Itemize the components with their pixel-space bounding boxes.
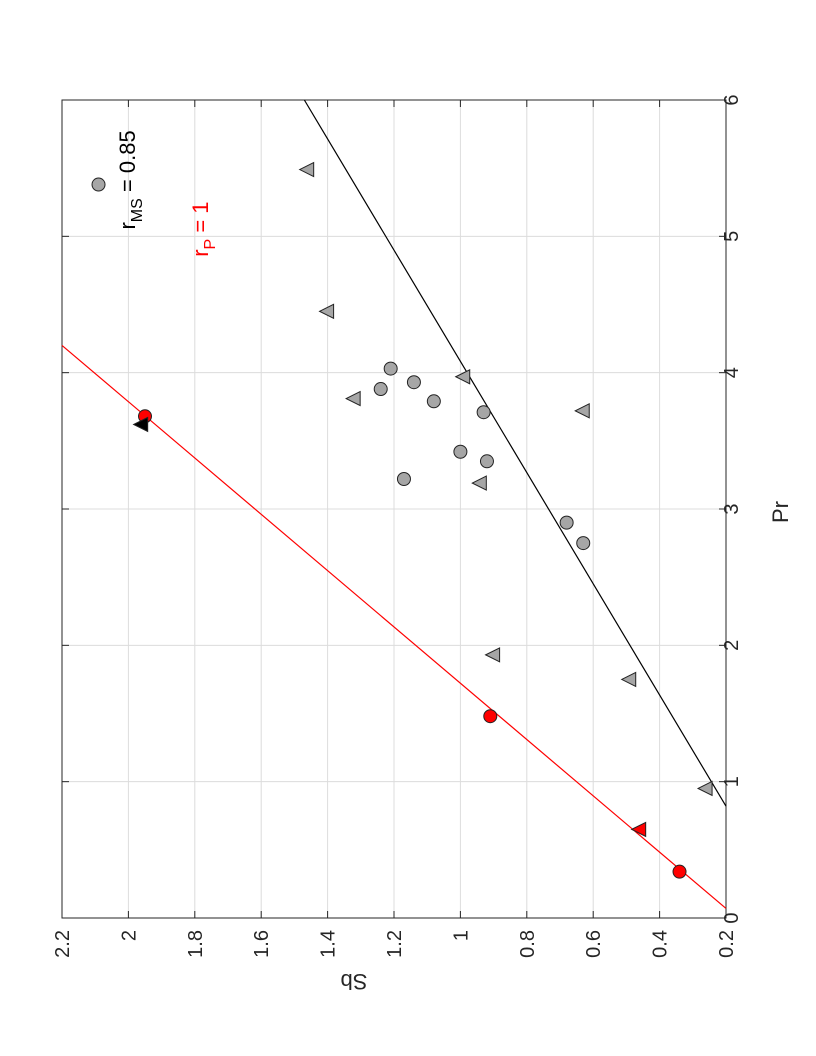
data-point-triangle	[471, 475, 487, 491]
tick-label-sb: 2	[118, 930, 140, 941]
data-point-circle	[426, 394, 441, 409]
data-point-circle	[479, 454, 494, 469]
annotation-sub: P	[202, 239, 219, 250]
tick-label-sb: 1.6	[251, 930, 273, 958]
tick-label-sb: 0.2	[716, 930, 738, 958]
data-point-triangle	[630, 821, 647, 838]
annotation-rest: = 0.85	[115, 130, 140, 198]
data-point-triangle	[696, 780, 713, 797]
data-point-triangle	[318, 303, 335, 320]
fit-lines	[61, 99, 727, 909]
data-point-circle	[396, 472, 411, 487]
annotation-rp: rP = 1	[188, 201, 219, 256]
tick-label-sb: 1.4	[318, 930, 340, 958]
data-point-triangle	[454, 368, 471, 385]
annotation-rest: = 1	[188, 201, 213, 238]
annotation-sub: MS	[129, 198, 146, 222]
data-point-triangle	[484, 647, 501, 663]
y-axis-label: Sb	[341, 969, 368, 994]
data-point-triangle	[345, 390, 361, 407]
data-point-circle	[453, 444, 468, 459]
data-point-circle	[383, 361, 398, 376]
tick-label-sb: 0.6	[583, 930, 605, 958]
data-point-circle	[91, 177, 106, 192]
grid	[61, 99, 727, 919]
ticks: 0 1 2 3 4 5 6 0.2 0.4 0.6 0.8 1 1.2 1.4 1.6 1.8 2 2.2	[52, 94, 743, 957]
annotation-main: r	[115, 222, 140, 229]
tick-label-sb: 1.2	[384, 930, 406, 958]
data-point-triangle	[574, 403, 590, 419]
annotation-main: r	[188, 249, 213, 256]
tick-label-sb: 1	[450, 930, 472, 941]
tick-label-sb: 1.8	[185, 930, 207, 958]
tick-label-pr: 0	[721, 912, 743, 923]
data-point-circle	[483, 709, 498, 724]
tick-label-pr: 5	[721, 231, 743, 242]
tick-label-pr: 4	[721, 367, 743, 378]
data-point-circle	[576, 536, 591, 551]
tick-label-sb: 0.4	[650, 930, 672, 958]
data-points	[91, 161, 713, 879]
tick-label-sb: 2.2	[52, 930, 74, 958]
data-point-circle	[373, 382, 388, 397]
tick-label-pr: 3	[721, 503, 743, 514]
tick-label-pr: 6	[721, 94, 743, 105]
data-point-triangle	[620, 671, 637, 688]
data-point-triangle	[132, 416, 149, 433]
data-point-circle	[476, 405, 491, 420]
tick-label-pr: 2	[721, 640, 743, 651]
data-point-triangle	[298, 161, 315, 178]
x-axis-label: Pr	[768, 501, 793, 523]
fit-line	[61, 344, 727, 909]
fit-line	[303, 99, 727, 807]
annotation-rms: rMS = 0.85	[115, 130, 146, 229]
tick-label-sb: 0.8	[517, 930, 539, 958]
tick-label-pr: 1	[721, 776, 743, 787]
data-point-circle	[672, 864, 687, 879]
data-point-circle	[559, 515, 574, 530]
data-point-circle	[406, 375, 421, 390]
